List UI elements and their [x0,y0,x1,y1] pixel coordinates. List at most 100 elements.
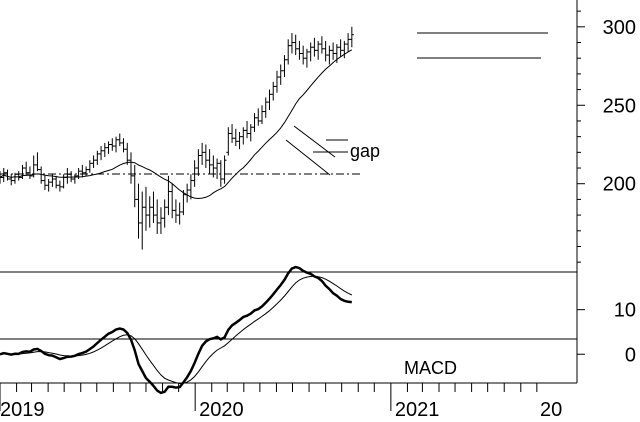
ohlc-bar [245,120,250,139]
ohlc-bar [181,189,186,216]
ohlc-bar [301,45,306,65]
ohlc-bar [342,40,347,59]
ohlc-bar [46,179,51,192]
ohlc-bar [308,42,313,62]
macd-signal-line [0,275,353,385]
ohlc-bar [323,40,328,62]
price-bars [0,26,354,250]
x-tick-label: 2021 [395,399,440,421]
ohlc-bar [200,142,205,165]
ohlc-bar [203,144,208,169]
ohlc-bar [233,128,238,147]
ohlc-bar [110,138,115,151]
right-axis: 200 250 300 0 10 [576,0,636,383]
ohlc-bar [39,166,44,184]
x-tick-label: 2020 [199,399,244,421]
ohlc-bar [230,124,235,143]
macd-tick-label: 10 [614,300,636,322]
ohlc-bar [226,127,231,156]
ohlc-bar [278,64,283,85]
ohlc-bar [125,142,130,165]
price-panel: gap [0,26,548,250]
macd-line [0,265,352,395]
ohlc-bar [241,127,246,145]
ohlc-bar [312,37,317,57]
macd-panel: MACD [0,265,577,395]
ohlc-bar [282,55,287,78]
ohlc-bar [87,160,92,173]
ohlc-bar [155,199,160,234]
ohlc-bar [293,34,298,56]
x-tick-label: 20 [540,399,562,421]
wedge-lower-line [285,139,331,176]
ohlc-bar [158,207,163,234]
ohlc-bar [304,48,309,68]
ohlc-bar [57,180,62,192]
ohlc-bar [151,191,156,223]
gap-annotation: gap [350,141,380,161]
ohlc-bar [114,136,119,153]
ohlc-bar [20,164,25,180]
ohlc-bar [316,40,321,60]
ohlc-bar [271,81,276,101]
trendlines [0,32,548,176]
macd-label: MACD [404,358,457,378]
ohlc-bar [170,183,175,219]
ohlc-bar [99,146,104,161]
ohlc-bar [9,174,14,186]
ohlc-bar [349,26,354,48]
ohlc-bar [61,174,66,189]
ohlc-bar [274,70,279,93]
ohlc-bar [331,42,336,60]
ohlc-bar [196,149,201,176]
ohlc-bar [222,155,227,184]
ohlc-bar [80,164,85,178]
x-tick-label: 2019 [0,399,45,421]
ohlc-bar [289,33,294,54]
x-axis: 2019 2020 2021 20 [0,382,577,421]
ohlc-bar [140,191,145,250]
ohlc-bar [54,175,59,189]
ohlc-bar [27,166,32,180]
ohlc-bar [106,141,111,154]
ohlc-bar [185,183,190,203]
price-tick-label: 300 [603,17,636,39]
moving-average-line [0,49,353,200]
price-tick-label: 200 [603,174,636,196]
ohlc-bar [16,171,21,181]
ohlc-bar [346,33,351,52]
ohlc-bar [95,150,100,165]
ohlc-bar [338,39,343,57]
ohlc-bar [129,152,134,184]
ohlc-bar [121,138,126,153]
ohlc-bar [147,196,152,228]
ohlc-bar [237,131,242,150]
ohlc-bar [252,113,257,132]
ohlc-bar [166,175,171,216]
ohlc-bar [117,133,122,147]
ohlc-bar [65,168,70,184]
ohlc-bar [215,158,220,180]
ohlc-bar [143,186,148,231]
ohlc-bar [162,199,167,228]
ohlc-bar [256,108,261,126]
ohlc-bar [260,105,265,125]
ohlc-bar [267,89,272,110]
ohlc-bar [24,161,29,176]
ohlc-bar [35,152,40,172]
ohlc-bar [263,97,268,118]
ohlc-bar [132,164,137,208]
ohlc-bar [327,45,332,65]
ohlc-bar [248,124,253,142]
ohlc-bar [136,183,141,239]
ohlc-bar [286,39,291,65]
ohlc-bar [42,175,47,190]
ohlc-bar [5,169,10,181]
ohlc-bar [102,142,107,158]
ohlc-bar [72,174,77,184]
ohlc-bar [319,36,324,54]
macd-tick-label: 0 [625,344,636,366]
ohlc-bar [188,174,193,200]
ohlc-bar [173,199,178,223]
